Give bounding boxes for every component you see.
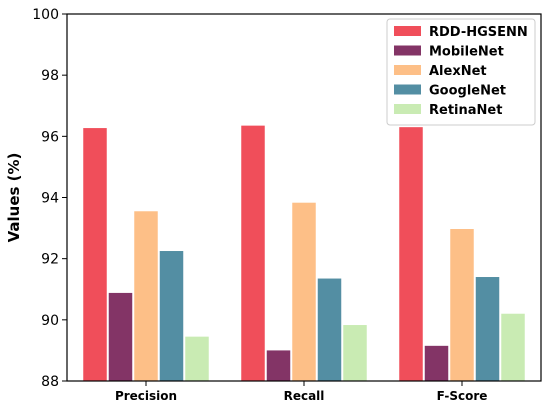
legend: RDD-HGSENN MobileNet AlexNet GoogleNet Retin… bbox=[386, 18, 536, 126]
y-axis: 88 90 92 94 96 98 100 bbox=[32, 7, 67, 390]
legend-swatch-1 bbox=[394, 45, 421, 56]
legend-label-2: AlexNet bbox=[429, 64, 487, 79]
bar-precision-retinanet bbox=[185, 336, 209, 381]
bar-f-score-googlenet bbox=[475, 277, 500, 381]
y-tick-label-2: 92 bbox=[41, 252, 59, 268]
bar-recall-googlenet bbox=[317, 278, 342, 381]
y-tick-label-1: 90 bbox=[41, 313, 59, 329]
y-tick-label-4: 96 bbox=[41, 129, 59, 145]
bar-recall-alexnet bbox=[292, 202, 316, 381]
bar-f-score-mobilenet bbox=[424, 345, 449, 381]
bar-precision-googlenet bbox=[159, 251, 184, 381]
y-tick-label-3: 94 bbox=[41, 191, 59, 207]
legend-swatch-0 bbox=[394, 26, 421, 36]
bar-f-score-retinanet bbox=[501, 313, 525, 381]
bar-f-score-alexnet bbox=[450, 229, 474, 381]
x-tick-label-2: F-Score bbox=[437, 389, 488, 403]
bar-recall-retinanet bbox=[343, 325, 367, 381]
legend-label-0: RDD-HGSENN bbox=[429, 25, 528, 40]
bar-recall-rdd-hgsenn bbox=[241, 125, 265, 381]
legend-label-1: MobileNet bbox=[429, 45, 504, 60]
y-tick-label-5: 98 bbox=[41, 68, 59, 84]
y-axis-label: Values (%) bbox=[5, 153, 23, 243]
legend-swatch-4 bbox=[394, 104, 421, 114]
x-tick-label-1: Recall bbox=[284, 389, 325, 403]
legend-swatch-3 bbox=[394, 84, 421, 95]
x-axis: Precision Recall F-Score bbox=[115, 381, 488, 403]
bar-precision-mobilenet bbox=[108, 292, 133, 381]
legend-label-4: RetinaNet bbox=[429, 103, 502, 118]
bar-f-score-rdd-hgsenn bbox=[399, 127, 423, 382]
y-tick-label-6: 100 bbox=[32, 7, 59, 23]
bar-precision-alexnet bbox=[134, 211, 158, 381]
legend-box bbox=[386, 18, 536, 126]
bar-recall-mobilenet bbox=[266, 350, 291, 381]
bar-precision-rdd-hgsenn bbox=[83, 128, 107, 381]
legend-swatch-2 bbox=[394, 65, 421, 75]
y-tick-label-0: 88 bbox=[41, 374, 59, 390]
bars-group bbox=[83, 125, 525, 382]
x-tick-label-0: Precision bbox=[115, 389, 177, 403]
legend-label-3: GoogleNet bbox=[429, 84, 506, 99]
